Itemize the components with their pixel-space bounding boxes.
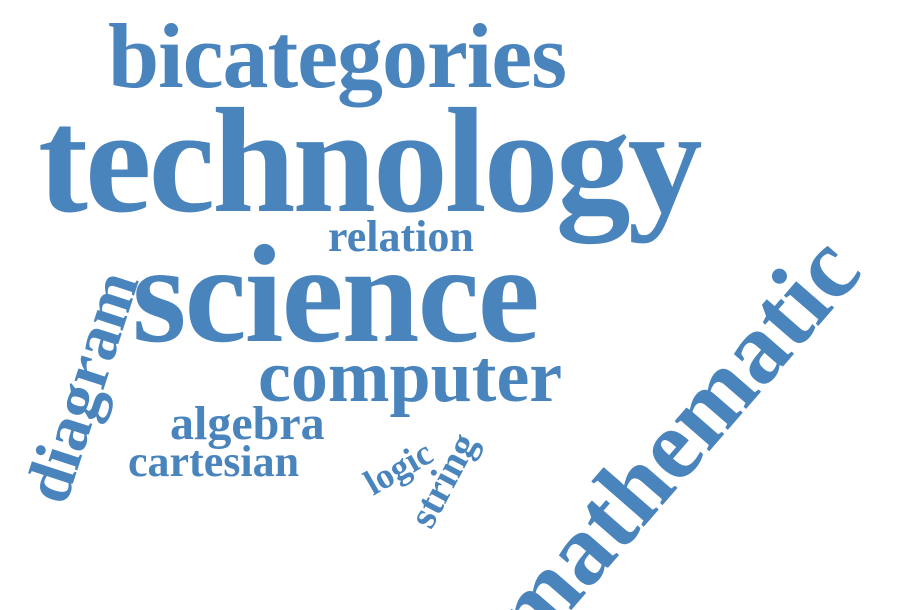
word-algebra: algebra [170, 397, 325, 450]
word-science: science [132, 217, 540, 372]
word-bicategories: bicategories [108, 5, 567, 107]
word-computer: computer [258, 336, 563, 418]
word-cartesian: cartesian [128, 437, 300, 486]
word-technology: technology [38, 78, 703, 244]
word-relation: relation [328, 212, 474, 261]
